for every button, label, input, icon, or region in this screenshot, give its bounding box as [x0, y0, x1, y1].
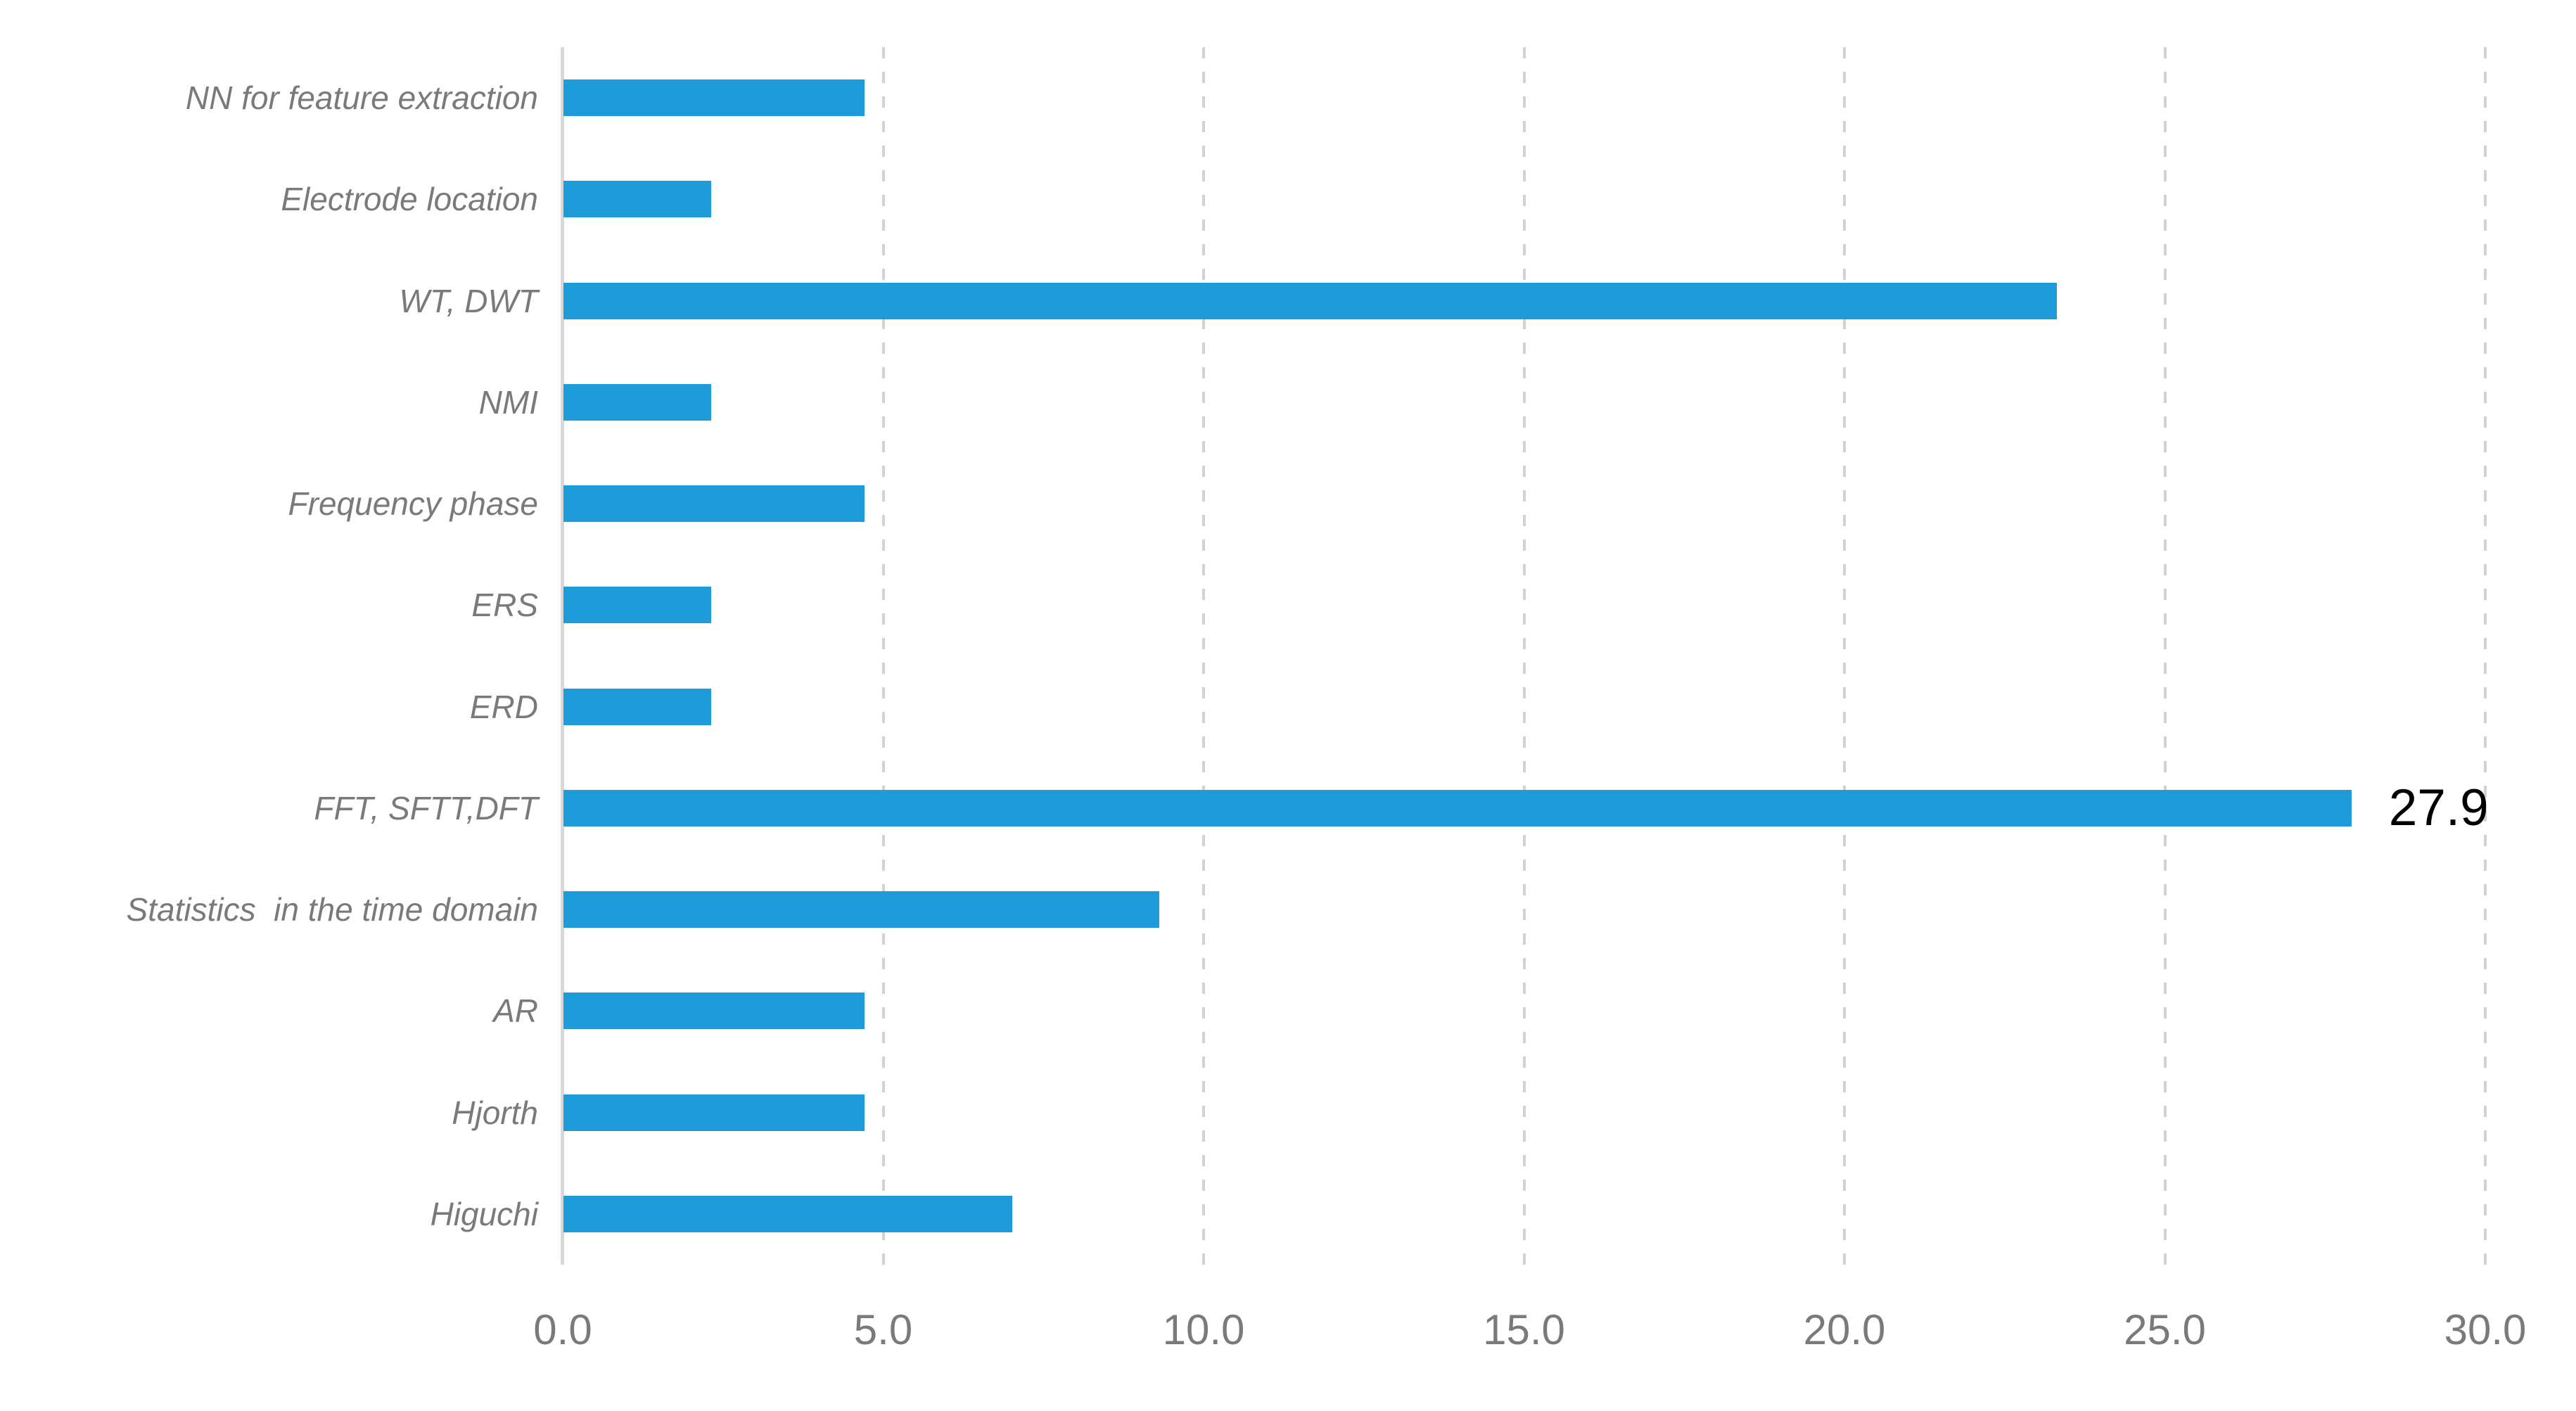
category-label: AR — [493, 992, 538, 1030]
x-tick-label: 15.0 — [1483, 1306, 1565, 1353]
y-axis-line — [561, 47, 564, 1265]
x-tick-label: 10.0 — [1162, 1306, 1245, 1353]
gridline — [881, 47, 885, 1265]
gridline — [1522, 47, 1526, 1265]
x-tick-label: 25.0 — [2124, 1306, 2206, 1353]
category-label: ERS — [471, 587, 538, 624]
bar — [563, 992, 865, 1030]
x-tick-label: 20.0 — [1803, 1306, 1886, 1353]
bar — [563, 1094, 865, 1131]
bar-data-label: 27.9 — [2388, 779, 2489, 837]
bar — [563, 688, 711, 725]
x-tick-label: 0.0 — [533, 1306, 592, 1353]
category-label: ERD — [469, 688, 538, 725]
category-label: Electrode location — [281, 181, 538, 218]
x-tick-label: 5.0 — [853, 1306, 913, 1353]
bar — [563, 1195, 1012, 1232]
bar — [563, 79, 865, 117]
gridline — [2484, 47, 2487, 1265]
category-label: Hjorth — [452, 1094, 538, 1131]
category-label: Frequency phase — [288, 485, 538, 523]
bar — [563, 789, 2352, 826]
bar — [563, 282, 2057, 319]
category-label: FFT, SFTT,DFT — [314, 789, 538, 826]
bar — [563, 181, 711, 218]
category-label: Statistics in the time domain — [126, 891, 538, 928]
bar — [563, 383, 711, 421]
bar — [563, 587, 711, 624]
gridline — [2163, 47, 2167, 1265]
category-label: NMI — [478, 383, 538, 421]
category-label: WT, DWT — [399, 282, 538, 319]
x-tick-label: 30.0 — [2444, 1306, 2527, 1353]
bar — [563, 891, 1160, 928]
category-label: Higuchi — [430, 1195, 538, 1232]
gridline — [1843, 47, 1846, 1265]
bar — [563, 485, 865, 523]
category-label: NN for feature extraction — [185, 79, 538, 117]
gridline — [1202, 47, 1205, 1265]
